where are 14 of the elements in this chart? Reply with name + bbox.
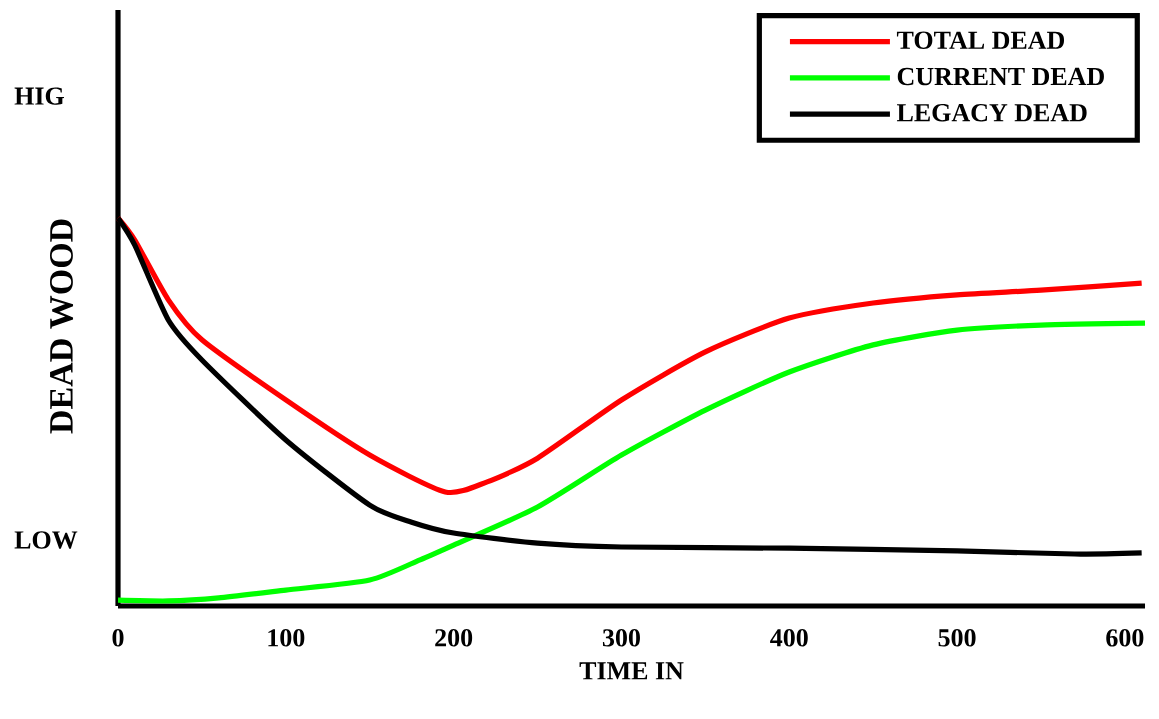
- x-tick-label: 200: [435, 629, 473, 647]
- x-axis-title: TIME IN: [579, 662, 684, 680]
- y-axis-title: DEAD WOOD: [50, 219, 74, 434]
- text: LOW: [14, 531, 78, 549]
- x-tick-label: 100: [268, 629, 305, 647]
- text: HIG: [14, 87, 65, 105]
- x-tick-label: 0: [112, 629, 124, 647]
- legend-label: TOTAL DEAD: [896, 31, 1065, 50]
- x-tick-label: 300: [602, 629, 640, 647]
- x-tick-label: 500: [938, 629, 976, 647]
- legend-label: LEGACY DEAD: [896, 104, 1087, 122]
- x-tick-label: 600: [1106, 629, 1144, 647]
- x-tick-label: 400: [770, 629, 808, 647]
- legend-label: CURRENT DEAD: [897, 67, 1104, 86]
